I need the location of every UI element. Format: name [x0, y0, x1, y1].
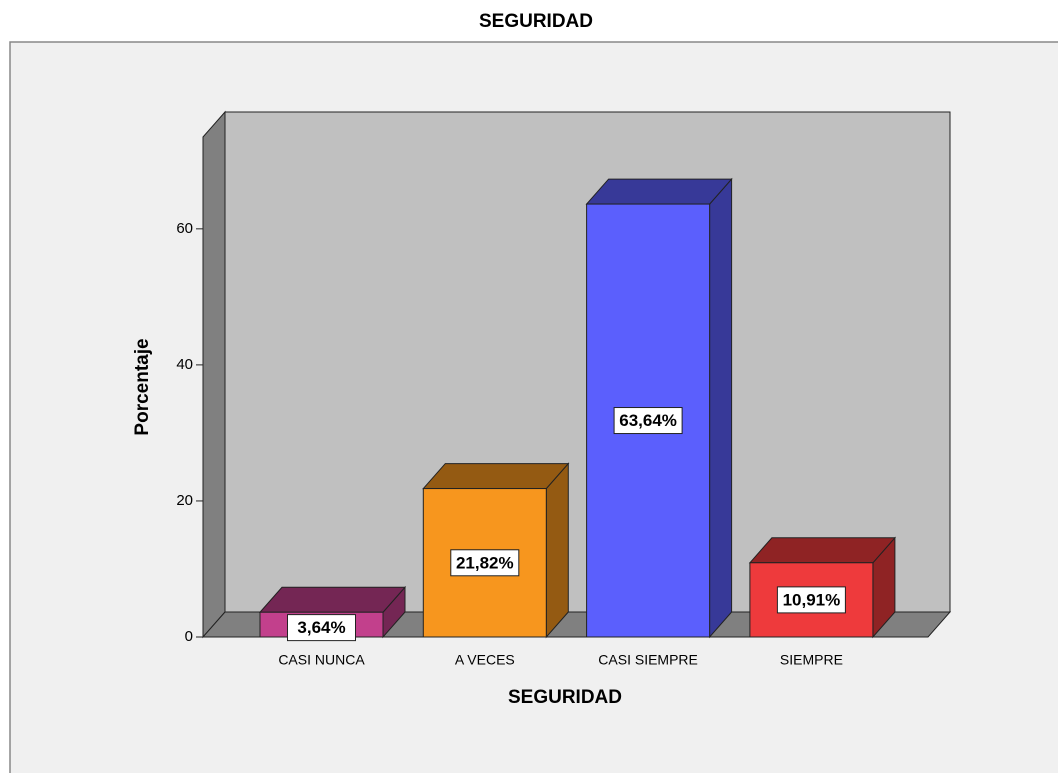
- y-tick-label: 0: [185, 628, 193, 645]
- value-label-box: [776, 586, 846, 614]
- y-axis-title: Porcentaje: [132, 338, 153, 435]
- value-label: 63,64%: [619, 411, 677, 430]
- bar-top: [422, 463, 570, 490]
- left-wall: [202, 110, 226, 639]
- x-tick-label: A VECES: [455, 652, 515, 668]
- value-label: 3,64%: [297, 618, 345, 637]
- value-label-box: [287, 614, 356, 642]
- y-tick-label: 20: [176, 492, 193, 509]
- value-label-box: [613, 407, 683, 435]
- bar-top: [748, 537, 897, 564]
- bar-top: [258, 586, 407, 613]
- bar-side: [709, 177, 733, 639]
- x-axis-title: SEGURIDAD: [508, 687, 622, 708]
- bar-top: [585, 178, 733, 205]
- frame-border: [9, 41, 1058, 773]
- x-tick-label: SIEMPRE: [780, 652, 843, 668]
- x-tick-label: CASI SIEMPRE: [598, 652, 698, 668]
- value-label-box: [450, 549, 520, 577]
- value-label: 21,82%: [456, 553, 514, 572]
- x-tick-label: CASI NUNCA: [278, 652, 365, 668]
- value-label: 10,91%: [783, 590, 841, 609]
- bar-side: [545, 462, 569, 639]
- y-tick-label: 40: [176, 356, 193, 373]
- y-tick-label: 60: [176, 220, 193, 237]
- chart-title: SEGURIDAD: [479, 11, 593, 32]
